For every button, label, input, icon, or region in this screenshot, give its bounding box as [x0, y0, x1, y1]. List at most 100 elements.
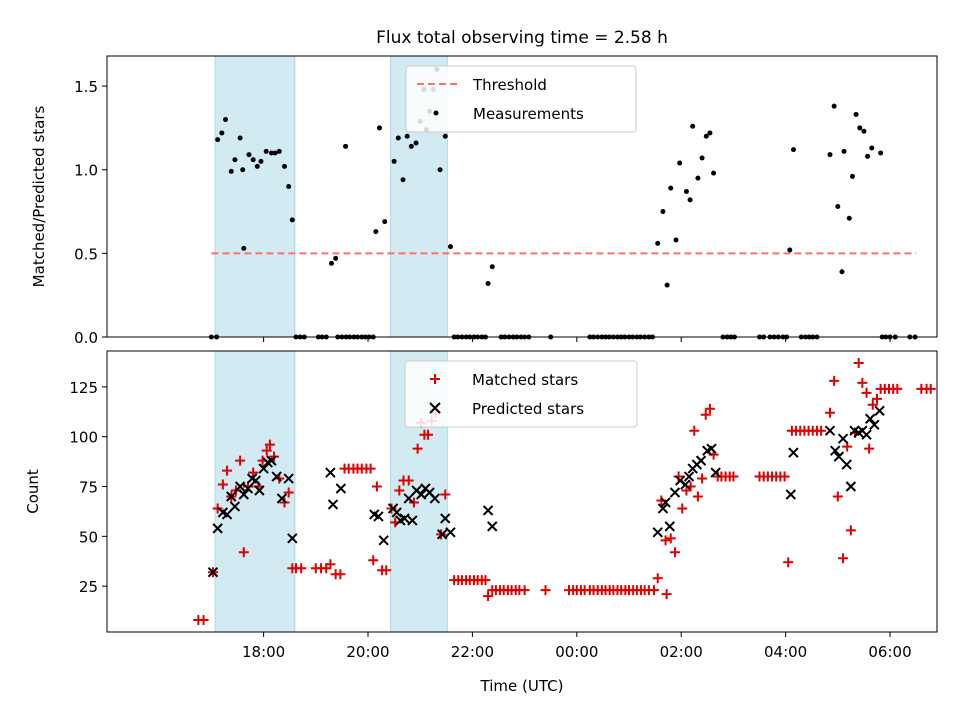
- measurement-point: [263, 148, 269, 154]
- predicted-star-point: [830, 445, 841, 456]
- legend: Matched stars Predicted stars: [404, 360, 638, 428]
- predicted-star-point: [680, 479, 691, 490]
- legend-label: Predicted stars: [472, 400, 584, 418]
- legend-box: [404, 360, 638, 428]
- matched-star-point: [212, 503, 223, 514]
- predicted-star-point: [254, 485, 265, 496]
- measurement-point: [489, 264, 495, 270]
- predicted-star-point: [403, 493, 414, 504]
- legend-matched-swatch: [430, 374, 440, 384]
- measurement-point: [281, 163, 287, 169]
- matched-star-point: [403, 475, 414, 486]
- measurement-point: [857, 125, 863, 131]
- measurement-point: [404, 133, 410, 139]
- predicted-star-point: [271, 471, 282, 482]
- matched-star-point: [704, 403, 715, 414]
- ratio-panel: 0.0 0.5 1.0 1.5 Matched/Predicted stars Thres…: [30, 55, 938, 347]
- predicted-star-point: [652, 527, 663, 538]
- predicted-star-point: [864, 413, 876, 424]
- y-axis-label: Matched/Predicted stars: [30, 106, 48, 288]
- measurement-point: [831, 103, 837, 109]
- measurement-point: [400, 177, 406, 183]
- x-tick-label: 02:00: [660, 643, 703, 661]
- measurement-point: [343, 143, 349, 149]
- y-tick-label: 0.0: [74, 329, 98, 347]
- matched-star-point: [394, 485, 405, 496]
- predicted-star-point: [250, 475, 261, 486]
- matched-star-point: [832, 491, 843, 502]
- predicted-star-point: [221, 509, 233, 520]
- axes-frame: [106, 350, 938, 633]
- matched-star-point: [238, 547, 249, 558]
- predicted-star-point: [378, 535, 389, 546]
- measurement-point: [240, 167, 246, 173]
- matched-star-point: [540, 585, 551, 596]
- matched-star-point: [423, 429, 434, 440]
- matched-star-point: [824, 407, 835, 418]
- matched-star-point: [371, 481, 382, 492]
- measurement-point: [846, 215, 852, 221]
- matched-star-point: [779, 471, 790, 482]
- measurement-point: [219, 130, 225, 136]
- predicted-star-point: [436, 529, 448, 540]
- predicted-star-point: [845, 481, 857, 492]
- matched-star-point: [381, 565, 392, 576]
- y-tick-label: 50: [79, 528, 98, 546]
- measurement-point: [861, 128, 867, 134]
- y-tick-label: 100: [69, 429, 98, 447]
- matched-star-point: [660, 535, 671, 546]
- predicted-star-point: [837, 433, 849, 444]
- matched-star-point: [925, 383, 936, 394]
- measurement-point: [660, 209, 666, 215]
- matched-star-point: [853, 357, 864, 368]
- measurement-point: [437, 167, 443, 173]
- measurement-point: [690, 123, 696, 129]
- measurement-point: [228, 168, 234, 174]
- y-tick-label: 0.5: [74, 245, 98, 263]
- legend-label: Matched stars: [472, 371, 578, 389]
- legend-label: Measurements: [473, 105, 584, 123]
- predicted-star-point: [276, 493, 288, 504]
- measurement-point: [254, 163, 260, 169]
- matched-star-point: [867, 399, 878, 410]
- matched-star-point: [283, 487, 294, 498]
- predicted-star-point: [283, 473, 294, 484]
- matched-star-point: [783, 557, 794, 568]
- y-tick-label: 1.0: [74, 162, 98, 180]
- y-tick-label: 75: [79, 479, 98, 497]
- matched-star-point: [864, 443, 875, 454]
- measurement-point: [333, 255, 339, 261]
- matched-star-point: [296, 563, 307, 574]
- measurement-point: [790, 147, 796, 153]
- figure-title: Flux total observing time = 2.58 h: [376, 28, 668, 48]
- measurement-point: [853, 112, 859, 118]
- measurement-point: [687, 197, 693, 203]
- measurement-point: [391, 158, 397, 164]
- predicted-star-point: [695, 455, 707, 466]
- matched-star-point: [480, 575, 491, 586]
- x-tick-label: 06:00: [868, 643, 911, 661]
- x-axis-label: Time (UTC): [480, 677, 564, 695]
- measurement-point: [673, 237, 679, 243]
- measurement-point: [668, 185, 674, 191]
- measurement-point: [827, 152, 833, 158]
- predicted-star-point: [212, 523, 223, 534]
- measurement-point: [395, 135, 401, 141]
- legend: Threshold Measurements: [405, 65, 637, 133]
- matched-star-point: [728, 471, 739, 482]
- matched-star-point: [217, 479, 228, 490]
- measurement-point: [250, 157, 256, 163]
- predicted-star-point: [664, 521, 675, 532]
- matched-star-point: [829, 375, 840, 386]
- matched-star-point: [264, 439, 275, 450]
- matched-star-point: [519, 585, 530, 596]
- measurement-point: [699, 155, 705, 161]
- predicted-star-point: [242, 483, 254, 494]
- predicted-star-point: [229, 501, 241, 512]
- measurement-point: [703, 133, 709, 139]
- matched-star-point: [652, 573, 663, 584]
- predicted-star-point: [657, 503, 669, 514]
- count-panel: 25 50 75 100 125 18:00 20:00 22:00 00:00 02:00 04:…: [24, 350, 938, 695]
- measurement-point: [865, 153, 871, 159]
